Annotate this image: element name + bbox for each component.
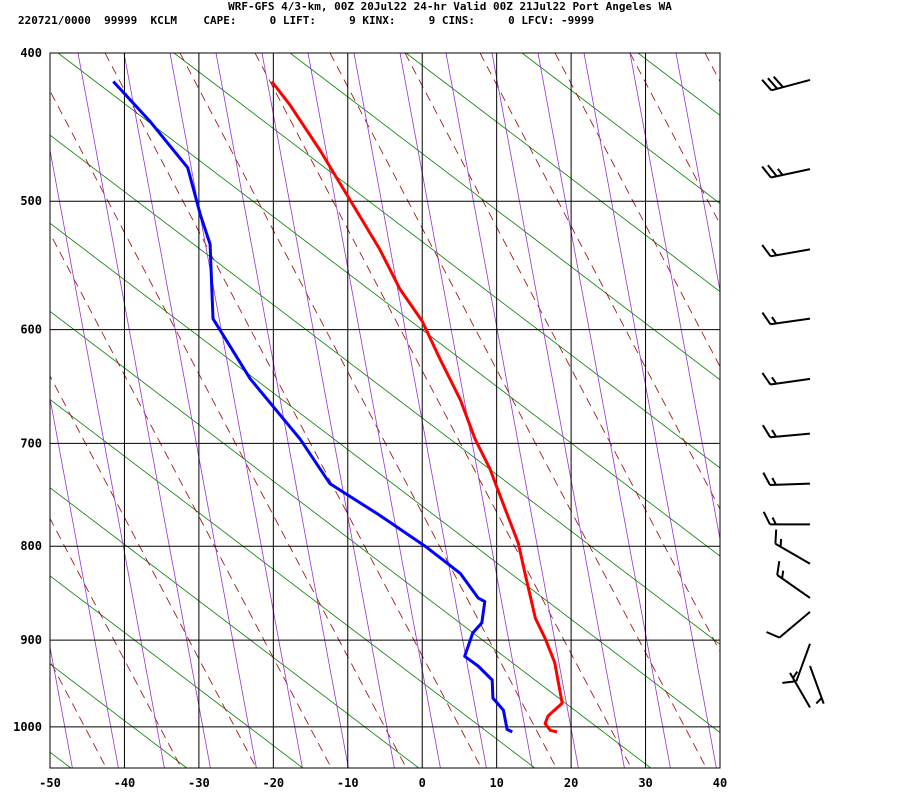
dry-adiabat (50, 487, 420, 768)
mixing-ratio-line (307, 53, 441, 768)
dry-adiabat (405, 53, 720, 293)
wind-barb (762, 511, 811, 526)
x-tick-label: 10 (489, 776, 503, 790)
wind-barb (766, 611, 811, 639)
dry-adiabat (50, 575, 304, 768)
dry-adiabat (50, 222, 720, 733)
wind-barb (789, 671, 811, 709)
x-tick-label: -50 (39, 776, 61, 790)
wind-barb-shape (776, 560, 811, 599)
moist-adiabat (50, 517, 182, 768)
wind-barb-shape (762, 472, 811, 486)
x-tick-label: 30 (638, 776, 652, 790)
wind-barb-shape (761, 312, 811, 326)
moist-adiabat (629, 53, 720, 225)
dry-adiabat (50, 751, 72, 768)
mixing-ratio-line (629, 53, 720, 542)
wind-barb (809, 665, 825, 705)
chart-subtitle: 220721/0000 99999 KCLM CAPE: 0 LIFT: 9 K… (18, 14, 594, 27)
x-tick-label: -30 (188, 776, 210, 790)
dry-adiabat (50, 134, 720, 645)
dry-adiabat (50, 663, 188, 768)
mixing-ratio-line (215, 53, 349, 768)
wind-barb-shape (809, 665, 825, 705)
mixing-ratio-line (537, 53, 671, 768)
x-tick-label: -40 (114, 776, 136, 790)
moist-adiabat (254, 53, 632, 768)
mixing-ratio-line (169, 53, 303, 768)
wind-barb-shape (761, 164, 811, 179)
wind-barb (782, 643, 811, 684)
dry-adiabat (57, 53, 720, 557)
mixing-ratio-line (50, 148, 165, 768)
mixing-ratio-line (50, 396, 119, 768)
wind-barb (762, 472, 811, 486)
plot-frame (49, 52, 721, 769)
wind-barb (776, 560, 811, 599)
wind-barb (761, 312, 811, 326)
moist-adiabat (704, 53, 720, 83)
x-tick-label: 40 (713, 776, 727, 790)
wind-barb (761, 372, 811, 386)
dry-adiabat (50, 310, 652, 768)
sounding-line (112, 80, 513, 734)
mixing-ratio-line (491, 53, 625, 768)
wind-barb-shape (761, 372, 811, 386)
wind-barb (761, 164, 811, 179)
y-tick-label: 500 (20, 194, 42, 208)
x-tick-label: 0 (419, 776, 426, 790)
wind-barb (761, 244, 811, 258)
wind-barb-shape (761, 424, 811, 439)
moist-adiabat (50, 90, 407, 768)
wind-barb-shape (761, 244, 811, 258)
y-tick-label: 700 (20, 436, 42, 450)
y-tick-label: 1000 (13, 720, 42, 734)
wind-barb-shape (761, 76, 811, 92)
mixing-ratio-line (261, 53, 395, 768)
y-tick-label: 900 (20, 633, 42, 647)
moist-adiabat (0, 53, 31, 768)
wind-barb-shape (762, 511, 811, 526)
dry-adiabat (289, 53, 720, 381)
mixing-ratio-line (77, 53, 211, 768)
x-tick-label: 20 (564, 776, 578, 790)
background-lines (0, 53, 720, 768)
y-tick-label: 400 (20, 46, 42, 60)
x-tick-label: -20 (262, 776, 284, 790)
mixing-ratio-line (675, 53, 720, 293)
mixing-ratio-line (583, 53, 717, 768)
wind-barb (761, 76, 811, 92)
moist-adiabat (554, 53, 720, 368)
moist-adiabat (50, 375, 257, 768)
wind-barb-shape (782, 643, 811, 684)
chart-title: WRF-GFS 4/3-km, 00Z 20Jul22 24-hr Valid … (228, 0, 672, 13)
wind-barb-shape (766, 611, 811, 639)
sounding-line (270, 80, 564, 734)
wind-barb (774, 529, 811, 565)
y-tick-label: 600 (20, 323, 42, 337)
dry-adiabat (173, 53, 720, 469)
mixing-ratio-line (123, 53, 257, 768)
dry-adiabat (50, 399, 536, 768)
wind-barb-shape (789, 671, 811, 709)
y-tick-label: 800 (20, 539, 42, 553)
mixing-ratio-line (353, 53, 487, 768)
moist-adiabat (50, 660, 107, 768)
dry-adiabat (637, 53, 720, 116)
dry-adiabat (521, 53, 720, 204)
mixing-ratio-line (50, 644, 73, 768)
moist-adiabat (404, 53, 720, 653)
wind-barb-shape (774, 529, 811, 565)
wind-barb (761, 424, 811, 439)
x-tick-label: -10 (337, 776, 359, 790)
moist-adiabat (479, 53, 720, 510)
mixing-ratio-line (445, 53, 579, 768)
